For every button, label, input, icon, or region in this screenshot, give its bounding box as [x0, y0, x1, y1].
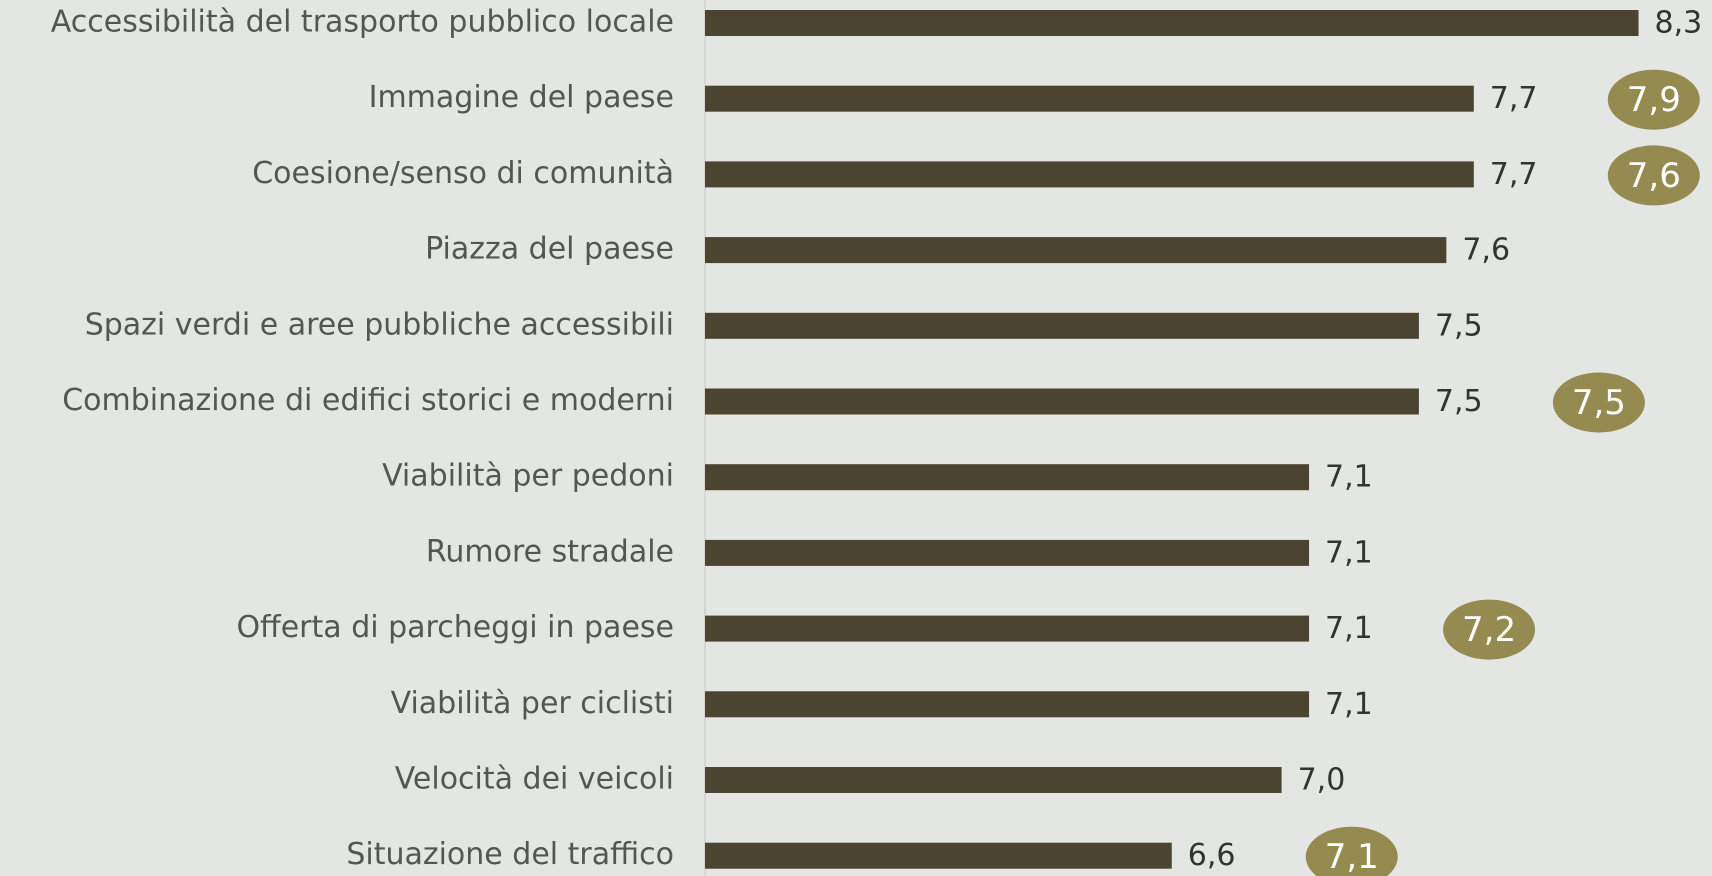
category-label: Accessibilità del trasporto pubblico loc…	[51, 5, 674, 40]
category-label: Piazza del paese	[425, 232, 674, 267]
benchmark-label: 7,2	[1462, 610, 1516, 650]
category-label: Velocità dei veicoli	[395, 762, 674, 797]
bar	[705, 161, 1474, 188]
value-label: 7,1	[1325, 687, 1373, 722]
bar	[705, 767, 1282, 793]
benchmark-label: 7,6	[1627, 156, 1681, 196]
benchmark-bubble	[1607, 145, 1700, 206]
benchmark-label: 7,5	[1572, 383, 1626, 423]
category-label: Viabilità per ciclisti	[391, 686, 674, 721]
benchmark-label: 7,1	[1325, 837, 1379, 876]
value-label: 6,6	[1188, 838, 1236, 873]
value-label: 8,3	[1655, 6, 1703, 41]
category-label: Spazi verdi e aree pubbliche accessibili	[85, 307, 674, 342]
benchmark-label: 7,9	[1627, 80, 1681, 120]
bar	[705, 842, 1172, 869]
value-label: 7,5	[1435, 384, 1483, 419]
benchmark-bubble	[1305, 826, 1398, 876]
benchmark-bubble	[1552, 372, 1645, 433]
value-label: 7,1	[1325, 460, 1373, 495]
benchmark-bubble	[1607, 69, 1700, 130]
bar	[705, 539, 1310, 566]
bar	[705, 85, 1474, 112]
bar	[705, 388, 1419, 415]
category-label: Coesione/senso di comunità	[252, 156, 674, 191]
category-label: Offerta di parcheggi in paese	[236, 610, 674, 645]
category-label: Combinazione di edifici storici e modern…	[62, 383, 674, 418]
bar	[705, 10, 1639, 36]
bar	[705, 464, 1310, 491]
value-label: 7,7	[1490, 157, 1538, 192]
category-label: Viabilità per pedoni	[382, 459, 674, 494]
bar	[705, 237, 1447, 264]
value-label: 7,0	[1298, 763, 1346, 798]
value-label: 7,7	[1490, 81, 1538, 116]
value-label: 7,6	[1462, 233, 1510, 268]
bar	[705, 312, 1419, 339]
category-label: Situazione del traffico	[346, 837, 674, 872]
category-label: Immagine del paese	[369, 80, 674, 115]
category-label: Rumore stradale	[426, 534, 674, 569]
value-label: 7,1	[1325, 535, 1373, 570]
benchmark-bubble	[1443, 599, 1536, 660]
value-label: 7,5	[1435, 308, 1483, 343]
value-label: 7,1	[1325, 611, 1373, 646]
bar	[705, 615, 1310, 642]
bar	[705, 691, 1310, 718]
